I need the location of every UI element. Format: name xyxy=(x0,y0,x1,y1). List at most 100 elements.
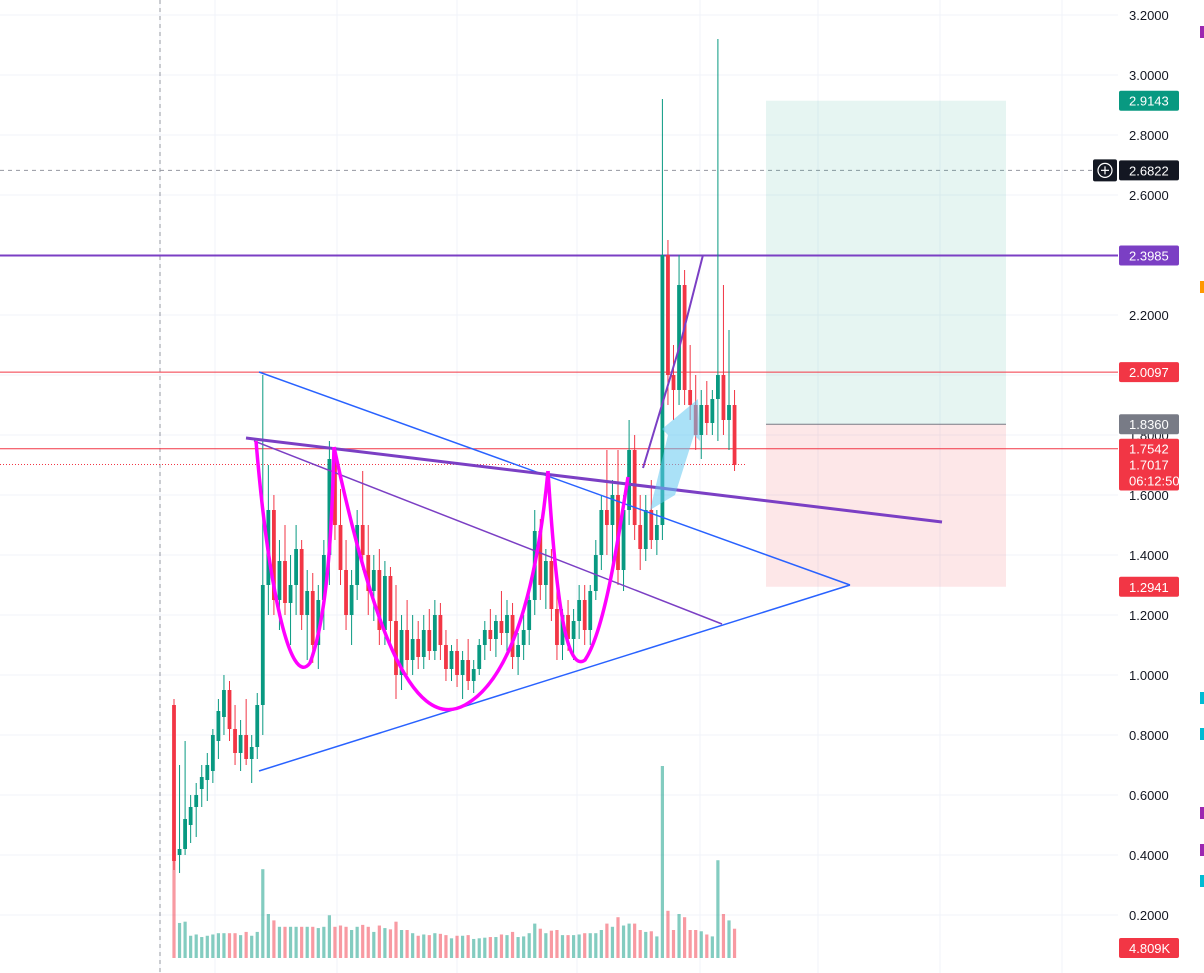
candle-body xyxy=(543,561,548,585)
price-tick-label: 1.2000 xyxy=(1129,608,1169,623)
price-tick-label: 2.8000 xyxy=(1129,128,1169,143)
volume-bar xyxy=(572,935,576,958)
candle-body xyxy=(427,630,432,651)
candle-body xyxy=(699,405,704,435)
candle-body xyxy=(321,555,326,600)
volume-bar xyxy=(327,915,331,958)
candle-body xyxy=(638,525,643,549)
candle-body xyxy=(355,525,360,585)
volume-bar xyxy=(660,766,664,958)
candle-body xyxy=(560,615,565,645)
volume-bar xyxy=(316,928,320,958)
candle-body xyxy=(488,630,493,639)
volume-bar xyxy=(261,869,265,958)
candle-body xyxy=(260,585,265,705)
volume-bar xyxy=(732,928,737,958)
candle-body xyxy=(394,621,398,675)
volume-bar xyxy=(461,935,465,958)
volume-bar xyxy=(466,935,470,958)
axis-edge-marker xyxy=(1200,728,1204,740)
volume-bar xyxy=(621,925,626,958)
volume-bar xyxy=(588,933,592,958)
trendline-upper xyxy=(258,371,851,586)
trendline-lower xyxy=(258,584,851,772)
volume-bar xyxy=(699,931,703,958)
volume-bar xyxy=(300,926,304,958)
candle-body xyxy=(660,255,665,525)
price-badge xyxy=(1119,938,1179,958)
handle-curve-right xyxy=(546,470,630,664)
candle-body xyxy=(588,591,593,630)
price-tick-label: 2.2000 xyxy=(1129,308,1169,323)
volume-bar xyxy=(544,933,548,958)
candle-body xyxy=(727,405,731,420)
candle-body xyxy=(466,660,471,681)
candle-body xyxy=(371,570,376,591)
candle-body xyxy=(682,285,687,390)
candle-body xyxy=(654,525,659,540)
candle-body xyxy=(482,630,487,645)
volume-bar xyxy=(644,931,648,958)
candle-body xyxy=(183,819,187,849)
candle-body xyxy=(327,459,332,555)
candle-body xyxy=(310,591,315,645)
price-badge xyxy=(1119,90,1179,111)
volume-bar xyxy=(399,930,404,958)
axis-edge-marker xyxy=(1200,807,1204,819)
price-tick-label: 3.2000 xyxy=(1129,8,1169,23)
projection-arrow xyxy=(650,399,700,510)
candlestick-series xyxy=(172,39,737,873)
plus-circle-icon xyxy=(1097,162,1113,178)
volume-bar xyxy=(666,910,670,958)
candle-body xyxy=(233,729,237,753)
volume-bar xyxy=(305,926,309,958)
candle-body xyxy=(399,630,404,675)
candle-body xyxy=(555,609,559,645)
volume-bar xyxy=(438,933,442,958)
volume-bar xyxy=(671,930,676,958)
candle-body xyxy=(444,645,448,669)
volume-bar xyxy=(288,926,293,958)
candle-body xyxy=(222,690,226,717)
candle-body xyxy=(577,600,582,621)
candle-body xyxy=(283,561,287,603)
drawing-tools[interactable] xyxy=(245,254,943,772)
cup-curve xyxy=(332,446,550,712)
candle-body xyxy=(172,705,176,861)
volume-bar xyxy=(172,858,176,958)
volume-bar xyxy=(411,933,415,958)
candle-body xyxy=(571,621,576,639)
candle-body xyxy=(666,255,670,375)
volume-bar xyxy=(344,926,348,958)
horizontal-levels[interactable] xyxy=(0,254,1118,465)
volume-bar xyxy=(333,926,337,958)
candle-body xyxy=(455,651,459,675)
volume-bar xyxy=(683,917,687,958)
price-badge-label: 1.8360 xyxy=(1129,417,1169,432)
volume-bar xyxy=(510,931,515,958)
volume-bar xyxy=(388,929,393,958)
volume-bar xyxy=(272,920,276,958)
volume-bar xyxy=(366,926,370,958)
candle-body xyxy=(305,591,310,615)
volume-bar xyxy=(350,930,354,958)
volume-bar xyxy=(361,924,365,958)
candle-body xyxy=(255,705,260,747)
volume-bar xyxy=(522,936,526,958)
volume-bar xyxy=(677,914,681,958)
candle-body xyxy=(194,795,199,807)
volume-bar xyxy=(222,933,226,958)
candle-body xyxy=(244,735,249,759)
volume-bar xyxy=(338,925,343,958)
price-badge xyxy=(1119,438,1179,459)
volume-bar xyxy=(688,930,692,958)
candle-body xyxy=(294,549,298,585)
candle-body xyxy=(599,510,604,555)
volume-bar xyxy=(499,934,504,958)
volume-bar xyxy=(610,926,615,958)
candle-body xyxy=(460,660,465,675)
volume-bar xyxy=(422,934,426,958)
price-tick-label: 0.4000 xyxy=(1129,848,1169,863)
candle-body xyxy=(177,849,182,855)
